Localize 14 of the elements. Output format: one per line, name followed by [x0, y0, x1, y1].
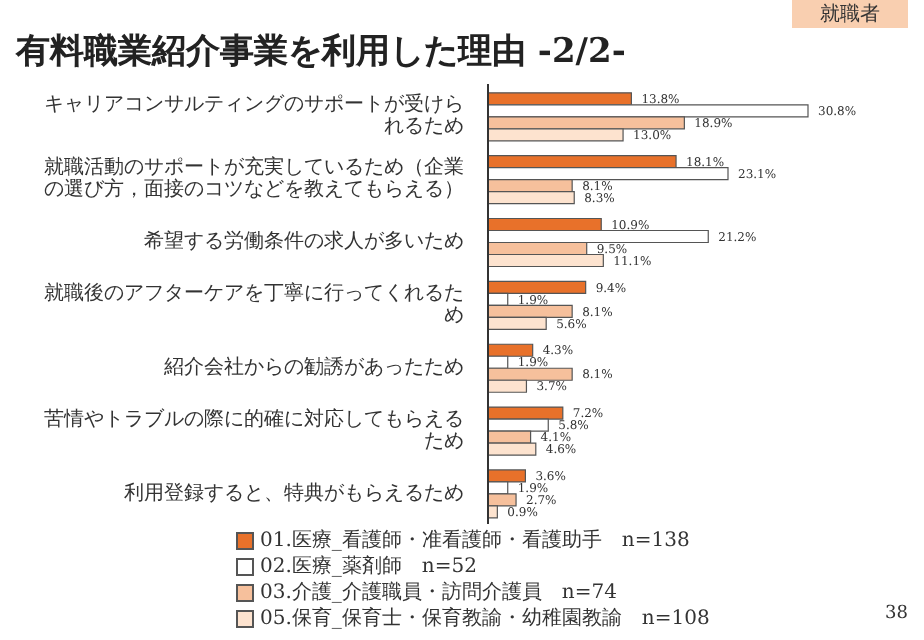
y-tick-label: 就職活動のサポートが充実しているため（企業の選び方，面接のコツなどを教えてもらえる）: [44, 154, 464, 201]
legend-label: 05.保育_保育士・保育教諭・幼稚園教諭 n=108: [260, 605, 710, 632]
y-tick-label: 紹介会社からの勧誘があったため: [162, 353, 464, 378]
legend-label: 02.医療_薬剤師 n=52: [260, 553, 477, 580]
text: 就職者: [792, 0, 908, 28]
legend-label: 03.介護_介護職員・訪問介護員 n=74: [260, 579, 617, 606]
text: 38: [885, 604, 908, 624]
y-tick-label: 希望する労働条件の求人が多いため: [144, 228, 464, 253]
y-tick-label: 利用登録すると、特典がもらえるため: [124, 479, 464, 504]
y-tick-label: キャリアコンサルティングのサポートが受けられるため: [44, 91, 464, 138]
y-tick-label: 就職後のアフターケアを丁寧に行ってくれるため: [44, 280, 464, 326]
legend-label: 01.医療_看護師・准看護師・看護助手 n=138: [260, 527, 690, 554]
y-tick-label: 苦情やトラブルの際に的確に対応してもらえるため: [44, 405, 464, 452]
chart-title: 有料職業紹介事業を利用した理由 -2/2-: [16, 32, 626, 72]
